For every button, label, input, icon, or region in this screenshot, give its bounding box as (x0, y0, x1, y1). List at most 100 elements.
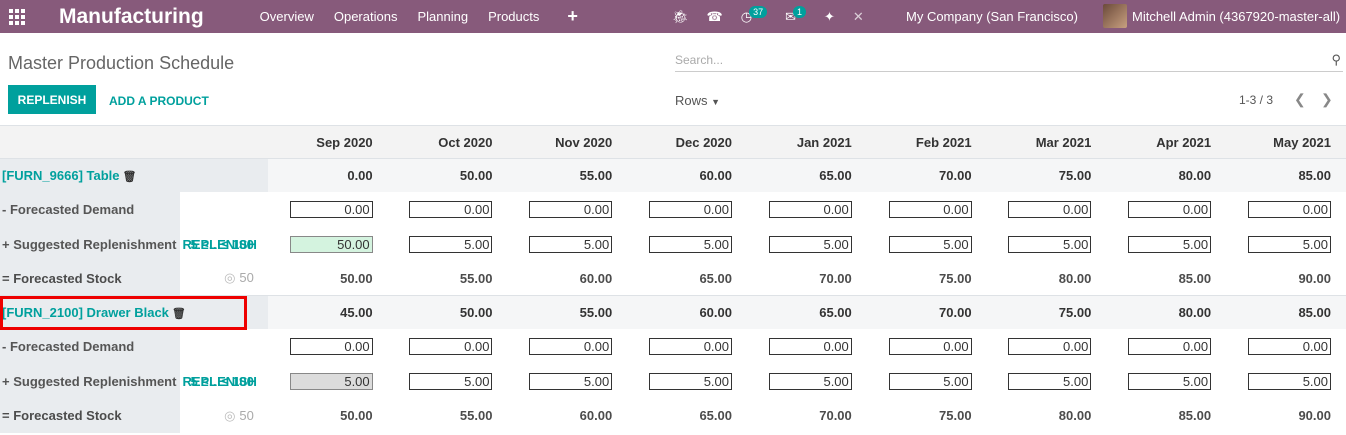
search-input[interactable] (675, 53, 1315, 67)
replenish-cell (1106, 227, 1226, 262)
caret-down-icon: ▼ (711, 97, 721, 107)
demand-input[interactable] (649, 337, 732, 355)
replenish-input[interactable] (768, 372, 852, 390)
demand-cell (1226, 192, 1346, 227)
pager-next-icon[interactable]: ❯ (1321, 91, 1333, 107)
menu-products[interactable]: Products (488, 9, 540, 24)
phone-icon[interactable]: ☎︎ (706, 8, 723, 24)
demand-input[interactable] (289, 200, 373, 218)
app-title[interactable]: Manufacturing (59, 4, 204, 28)
trash-icon[interactable]: 🗑︎ (171, 307, 186, 320)
demand-input[interactable] (1008, 200, 1092, 218)
forecast-demand-row: - Forecasted Demand (0, 191, 1346, 227)
column-header: Apr 2021 (1106, 125, 1227, 159)
company-switcher[interactable]: My Company (San Francisco) (906, 9, 1078, 24)
replenish-range[interactable]: 5 ≤…≤ 100 (179, 226, 268, 262)
replenish-input[interactable] (1128, 372, 1212, 390)
total-cell: 75.00 (986, 158, 1107, 192)
pager-value[interactable]: 1-3 / 3 (1239, 93, 1274, 107)
replenish-cell (747, 364, 867, 399)
pager-previous-icon[interactable]: ❮ (1294, 91, 1306, 107)
replenish-input[interactable] (1128, 235, 1212, 253)
tools-icon[interactable]: ✕ (852, 8, 864, 24)
rows-dropdown[interactable]: Rows ▼ (675, 93, 720, 108)
replenish-range[interactable]: 5 ≤…≤ 100 (179, 363, 268, 399)
demand-input[interactable] (1008, 337, 1092, 355)
product-name-link[interactable]: [FURN_2100] Drawer Black (2, 304, 169, 320)
stock-cell: 75.00 (939, 270, 972, 286)
replenish-input[interactable] (888, 372, 972, 390)
stock-cell: 55.00 (459, 408, 493, 423)
replenish-input[interactable] (1008, 235, 1092, 253)
total-cell: 55.00 (507, 158, 628, 192)
menu-operations[interactable]: Operations (333, 9, 398, 24)
total-cell: 80.00 (1106, 158, 1227, 192)
replenish-input[interactable] (649, 372, 732, 390)
replenish-input[interactable] (649, 235, 732, 253)
replenish-cell (1106, 364, 1226, 399)
trash-icon[interactable]: 🗑︎ (122, 170, 137, 183)
column-header: Mar 2021 (986, 125, 1107, 159)
messages-icon[interactable]: ✉︎ 1 (785, 5, 806, 25)
menu-planning[interactable]: Planning (417, 9, 469, 24)
replenish-cell (1226, 227, 1346, 262)
replenish-input[interactable] (1248, 235, 1331, 253)
bug-icon[interactable]: 🐞︎ (672, 8, 689, 24)
user-menu[interactable]: Mitchell Admin (4367920-master-all) (1103, 4, 1340, 28)
demand-input[interactable] (768, 337, 852, 355)
replenish-input[interactable] (409, 235, 493, 253)
demand-input[interactable] (649, 200, 732, 218)
replenish-cell (507, 364, 627, 399)
replenish-input[interactable] (1008, 372, 1092, 390)
stock-cell: 85.00 (1178, 408, 1212, 423)
gift-icon[interactable]: ✦ (824, 8, 835, 24)
activity-clock-icon[interactable]: ◷ 37 (741, 5, 768, 25)
demand-input[interactable] (768, 200, 852, 218)
stock-cell: 85.00 (1178, 270, 1212, 286)
demand-input[interactable] (1248, 200, 1331, 218)
replenish-input[interactable] (1248, 372, 1331, 390)
stock-cell: 50.00 (340, 270, 373, 286)
replenish-cell (867, 364, 987, 399)
replenish-cell (507, 227, 627, 262)
demand-input[interactable] (888, 200, 972, 218)
total-cell: 50.00 (387, 295, 508, 329)
stock-cell: 70.00 (819, 408, 852, 423)
replenish-input[interactable] (289, 235, 373, 253)
page-title: Master Production Schedule (8, 53, 235, 73)
demand-input[interactable] (409, 200, 493, 218)
rows-label: Rows (675, 93, 708, 108)
demand-input[interactable] (529, 200, 613, 218)
column-header: Sep 2020 (267, 125, 388, 159)
safety-stock-value: 50 (239, 407, 254, 423)
replenish-cell (268, 227, 388, 262)
replenish-input[interactable] (529, 372, 613, 390)
stock-cell: 60.00 (579, 270, 613, 286)
demand-cell (867, 192, 987, 227)
replenish-input[interactable] (409, 372, 493, 390)
product-name-link[interactable]: [FURN_9666] Table (2, 167, 120, 183)
replenish-input[interactable] (529, 235, 613, 253)
product-row: [FURN_9666] Table 🗑︎ 0.00 50.00 55.00 60.00 65… (0, 158, 1346, 192)
systray: 🐞︎ ☎︎ ◷ 37 ✉︎ 1 ✦ ✕ (672, 0, 882, 33)
menu-plus-icon[interactable]: + (567, 6, 578, 26)
replenish-input[interactable] (888, 235, 972, 253)
replenish-cell (627, 364, 747, 399)
demand-input[interactable] (289, 337, 373, 355)
add-product-button[interactable]: ADD A PRODUCT (109, 94, 209, 108)
demand-input[interactable] (1248, 337, 1331, 355)
replenish-input[interactable] (768, 235, 852, 253)
row-label: - Forecasted Demand (0, 328, 180, 364)
demand-input[interactable] (1128, 200, 1212, 218)
demand-input[interactable] (1128, 337, 1212, 355)
demand-input[interactable] (409, 337, 493, 355)
total-cell: 80.00 (1106, 295, 1227, 329)
demand-input[interactable] (529, 337, 613, 355)
demand-input[interactable] (888, 337, 972, 355)
replenish-button[interactable]: REPLENISH (8, 85, 96, 114)
replenish-cell (388, 227, 508, 262)
menu-overview[interactable]: Overview (259, 9, 314, 24)
replenish-input[interactable] (289, 372, 373, 390)
search-icon[interactable]: ⚲ (1331, 52, 1341, 67)
apps-menu-icon[interactable] (0, 0, 34, 33)
